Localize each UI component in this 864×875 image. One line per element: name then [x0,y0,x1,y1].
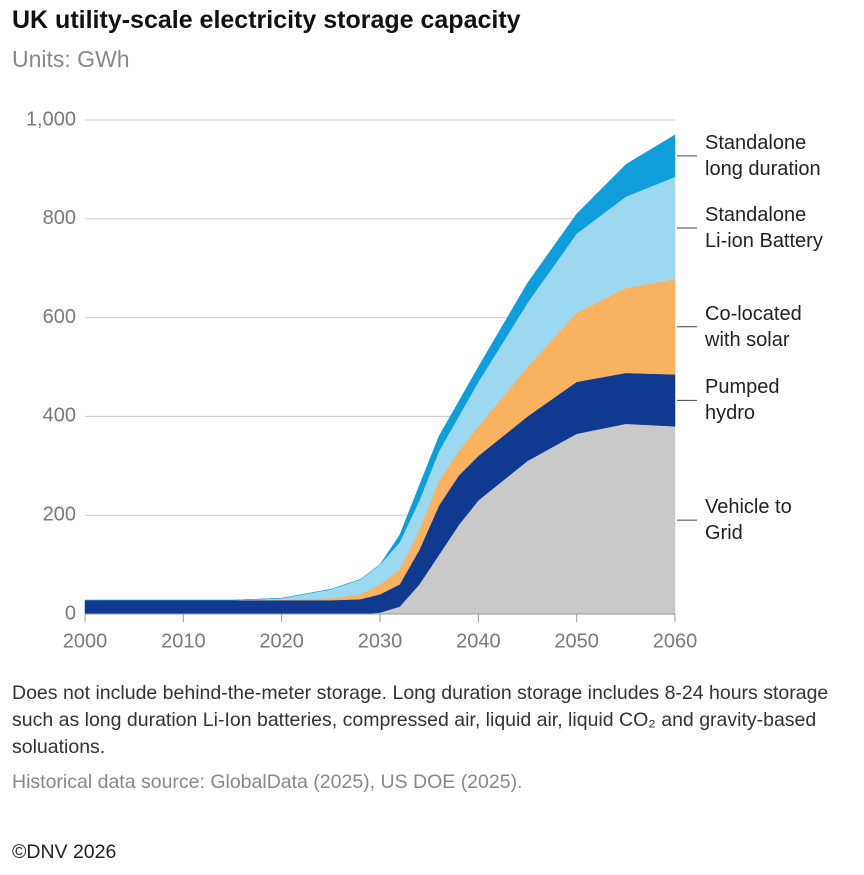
chart-subtitle: Units: GWh [12,46,130,72]
x-tick-label: 2060 [653,630,698,652]
y-tick-label: 1,000 [26,108,76,130]
copyright: ©DNV 2026 [12,841,117,863]
area [85,134,676,601]
x-tick-label: 2040 [456,630,501,652]
y-tick-label: 800 [43,207,76,229]
legend-label: Standalone Li-ion Battery [705,203,823,252]
y-tick-label: 0 [65,602,76,624]
note: Does not include behind-the-meter storag… [12,682,829,758]
legend-label: Pumped hydro [705,376,780,425]
chart-title: UK utility-scale electricity storage cap… [12,6,521,34]
source: Historical data source: GlobalData (2025… [12,771,523,793]
x-tick-label: 2030 [358,630,403,652]
legend-label: Standalone long duration [705,131,821,180]
y-tick-label: 200 [43,503,76,525]
y-tick-label: 400 [43,405,76,427]
x-tick-label: 2050 [554,630,599,652]
x-tick-label: 2020 [259,630,304,652]
x-tick-label: 2010 [161,630,206,652]
x-tick-label: 2000 [63,630,108,652]
y-tick-label: 600 [43,306,76,328]
legend-label: Vehicle to Grid [705,496,792,545]
legend-label: Co-located with solar [705,302,802,351]
